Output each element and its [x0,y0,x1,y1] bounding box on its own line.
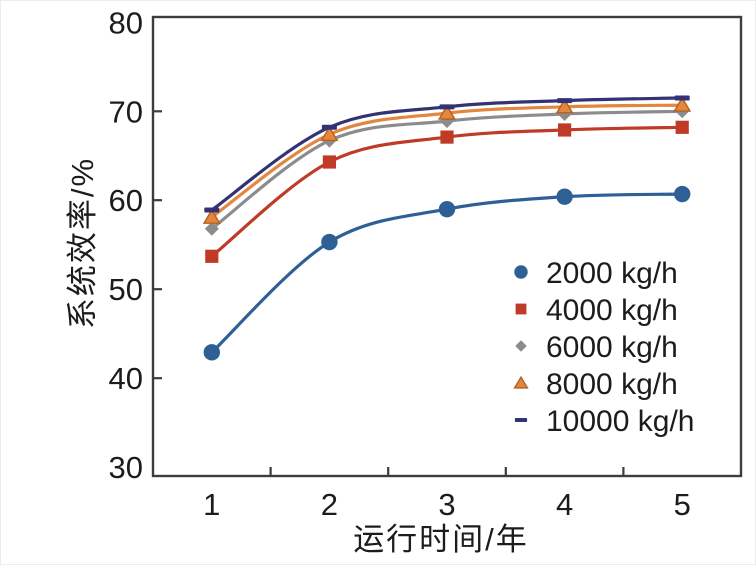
y-tick-label: 80 [109,5,143,40]
series-marker-8000-kg-h [320,125,339,142]
series-marker-8000-kg-h [437,104,457,120]
series-marker-8000-kg-h [673,96,692,112]
y-tick-label: 60 [109,183,143,218]
series-marker-4000-kg-h [322,155,336,169]
legend-label-2000-kg-h: 2000 kg/h [546,257,678,290]
x-tick-label: 5 [674,487,691,522]
y-axis-title: 系统效率/% [65,157,100,329]
series-marker-4000-kg-h [675,120,689,134]
series-line-4000-kg-h [210,125,684,258]
x-tick-label: 2 [321,487,338,522]
series-marker-10000-kg-h [439,104,455,110]
y-tick-label: 40 [109,361,143,396]
series-marker-10000-kg-h [321,124,337,130]
series-marker-4000-kg-h [440,130,454,144]
legend-label-4000-kg-h: 4000 kg/h [546,294,678,327]
legend-label-6000-kg-h: 6000 kg/h [546,331,678,364]
legend-label-10000-kg-h: 10000 kg/h [546,405,694,438]
series-marker-2000-kg-h [556,188,573,205]
series-marker-2000-kg-h [321,233,338,251]
series-marker-4000-kg-h [558,123,572,137]
legend-label-8000-kg-h: 8000 kg/h [546,368,678,401]
series-marker-4000-kg-h [205,249,219,263]
series-marker-10000-kg-h [557,98,573,104]
plot-area: 30 40 50 60 70 80 1 2 3 4 5 2000 kg/h 4000 kg/h 6000 … [109,5,743,522]
x-axis-title: 运行时间/年 [353,522,529,557]
series-marker-2000-kg-h [674,185,691,203]
series-marker-6000-kg-h [204,221,219,236]
series-marker-2000-kg-h [438,200,456,218]
legend-marker-2000-kg-h [514,265,528,279]
axes-frame [151,15,743,478]
x-tick-label: 1 [203,487,220,522]
y-tick-label: 30 [109,450,143,485]
x-tick-label: 4 [556,487,573,522]
series-marker-8000-kg-h [555,98,574,114]
legend-marker-6000-kg-h [515,340,527,352]
y-tick-label: 70 [109,94,143,129]
legend-marker-8000-kg-h [513,375,529,389]
series-marker-2000-kg-h [203,344,220,361]
y-tick-label: 50 [109,272,143,307]
legend-marker-4000-kg-h [515,303,527,315]
series-marker-10000-kg-h [204,207,220,213]
series-marker-8000-kg-h [202,208,221,224]
series-marker-10000-kg-h [674,95,690,101]
legend-marker-10000-kg-h [514,417,528,423]
x-tick-label: 3 [438,487,455,522]
